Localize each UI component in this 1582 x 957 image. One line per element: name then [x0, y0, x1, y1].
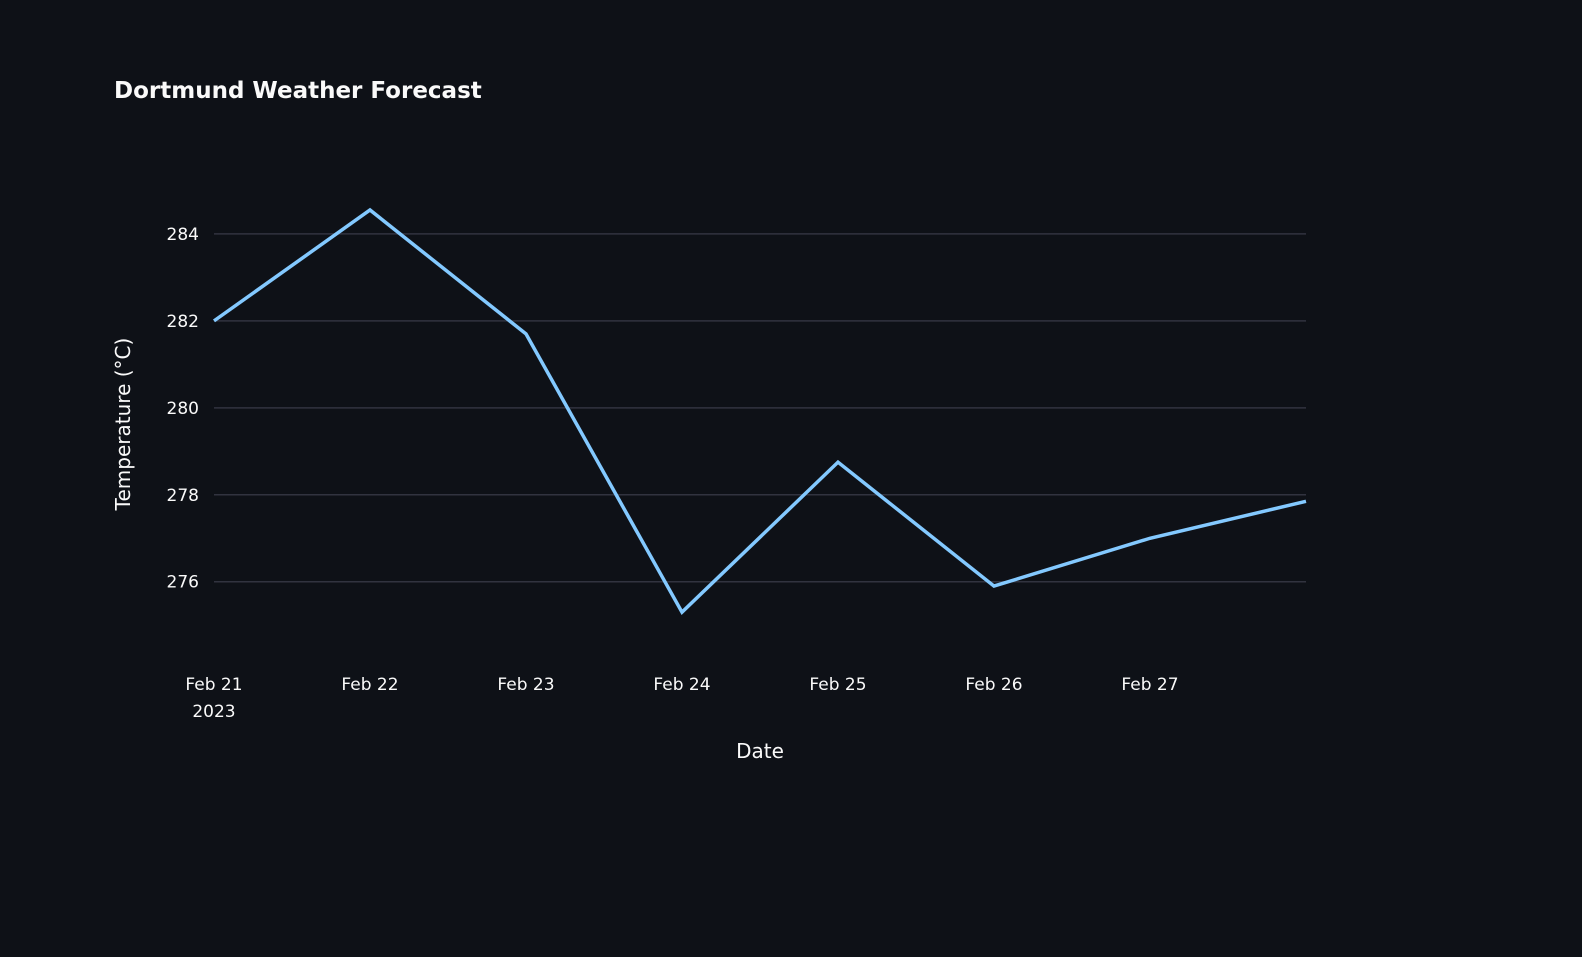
x-axis-ticks: Feb 21 2023 Feb 22 Feb 23 Feb 24 Feb 25 Feb 26… [185, 675, 1178, 722]
data-point[interactable] [989, 581, 999, 591]
data-point[interactable] [365, 205, 375, 215]
data-point[interactable] [1301, 496, 1311, 506]
chart-title: Dortmund Weather Forecast [114, 78, 482, 104]
y-tick-label: 278 [167, 486, 199, 506]
x-axis-title: Date [736, 739, 784, 763]
gridlines [214, 233, 1306, 583]
data-point[interactable] [833, 457, 843, 467]
y-tick-label: 282 [167, 312, 199, 332]
y-axis-title: Temperature (°C) [111, 338, 135, 512]
x-tick-year-label: 2023 [192, 702, 235, 722]
x-tick-label: Feb 25 [809, 675, 866, 695]
x-tick-label: Feb 21 [185, 675, 242, 695]
series-layer[interactable] [209, 205, 1311, 617]
y-axis-ticks: 276 278 280 282 284 [167, 225, 199, 593]
data-point[interactable] [677, 607, 687, 617]
y-tick-label: 280 [167, 399, 199, 419]
data-point[interactable] [1145, 533, 1155, 543]
x-tick-label: Feb 22 [341, 675, 398, 695]
x-tick-label: Feb 26 [965, 675, 1022, 695]
series-line-0[interactable] [212, 207, 1307, 616]
x-tick-label: Feb 27 [1121, 675, 1178, 695]
data-point[interactable] [209, 316, 219, 326]
data-point[interactable] [521, 329, 531, 339]
y-tick-label: 284 [167, 225, 199, 245]
x-tick-label: Feb 24 [653, 675, 710, 695]
x-tick-label: Feb 23 [497, 675, 554, 695]
y-tick-label: 276 [167, 573, 199, 593]
